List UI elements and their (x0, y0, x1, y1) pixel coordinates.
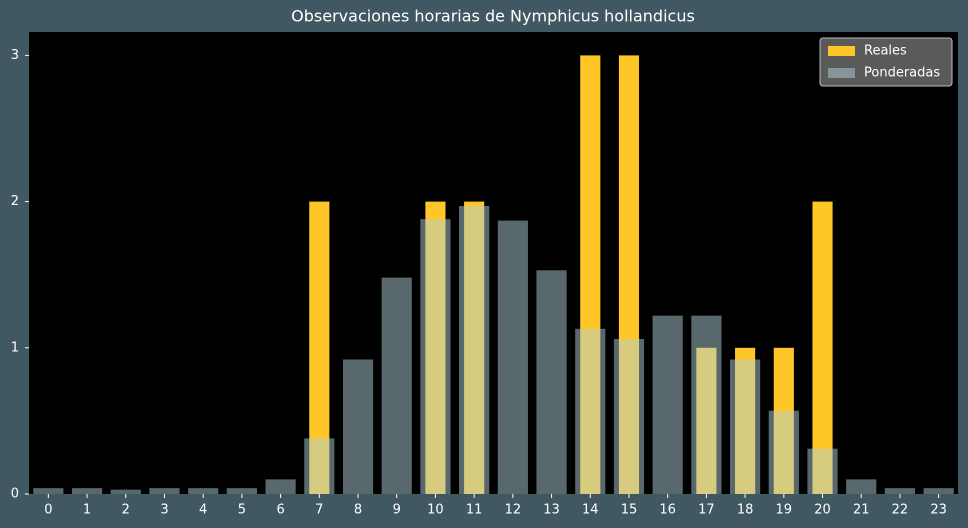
x-tick-label: 4 (199, 503, 207, 518)
x-tick-label: 23 (930, 503, 947, 518)
x-tick-label: 20 (814, 503, 831, 518)
x-tick-label: 17 (698, 503, 715, 518)
x-tick-label: 3 (160, 503, 168, 518)
x-tick-label: 16 (659, 503, 676, 518)
bar (923, 488, 954, 494)
legend-label: Reales (864, 44, 907, 59)
x-tick-label: 0 (44, 503, 52, 518)
x-tick-label: 18 (737, 503, 754, 518)
bar (309, 201, 330, 494)
x-tick-label: 19 (776, 503, 793, 518)
bar (730, 359, 761, 494)
x-tick-label: 11 (466, 503, 483, 518)
bar (652, 315, 683, 494)
legend-label: Ponderadas (864, 66, 940, 81)
bar (33, 488, 64, 494)
plot-area (29, 32, 958, 494)
x-tick-label: 1 (83, 503, 91, 518)
bar (71, 488, 103, 494)
bar (149, 488, 180, 494)
x-tick-label: 13 (543, 503, 560, 518)
y-tick-label: 1 (11, 340, 19, 355)
x-tick-label: 14 (582, 503, 599, 518)
x-tick-label: 22 (892, 503, 909, 518)
bar (381, 277, 412, 494)
bar (613, 339, 645, 494)
legend-swatch (828, 68, 855, 78)
bar (110, 489, 141, 494)
x-tick-label: 9 (393, 503, 401, 518)
bar (188, 488, 219, 494)
bar (420, 219, 451, 495)
x-tick-label: 7 (315, 503, 323, 518)
bar (265, 479, 296, 494)
x-tick-label: 8 (354, 503, 362, 518)
bar (536, 270, 567, 494)
bar (459, 205, 490, 494)
x-tick-label: 2 (122, 503, 130, 518)
bar (807, 448, 838, 494)
bar (846, 479, 877, 494)
y-tick-label: 0 (11, 487, 19, 502)
bar (342, 359, 374, 494)
bar (812, 201, 833, 494)
legend-swatch (828, 46, 855, 56)
x-tick-label: 12 (505, 503, 522, 518)
bar (768, 410, 799, 494)
x-tick-label: 6 (276, 503, 284, 518)
bar (884, 488, 916, 494)
x-tick-label: 15 (621, 503, 638, 518)
x-tick-label: 5 (238, 503, 246, 518)
x-tick-label: 10 (427, 503, 444, 518)
chart-title: Observaciones horarias de Nymphicus holl… (291, 7, 695, 26)
bar (691, 315, 722, 494)
y-tick-label: 2 (11, 194, 19, 209)
bar (497, 220, 528, 495)
x-tick-label: 21 (853, 503, 870, 518)
bar (575, 328, 606, 494)
y-tick-label: 3 (11, 48, 19, 63)
bar (226, 488, 257, 494)
bar (304, 438, 335, 494)
